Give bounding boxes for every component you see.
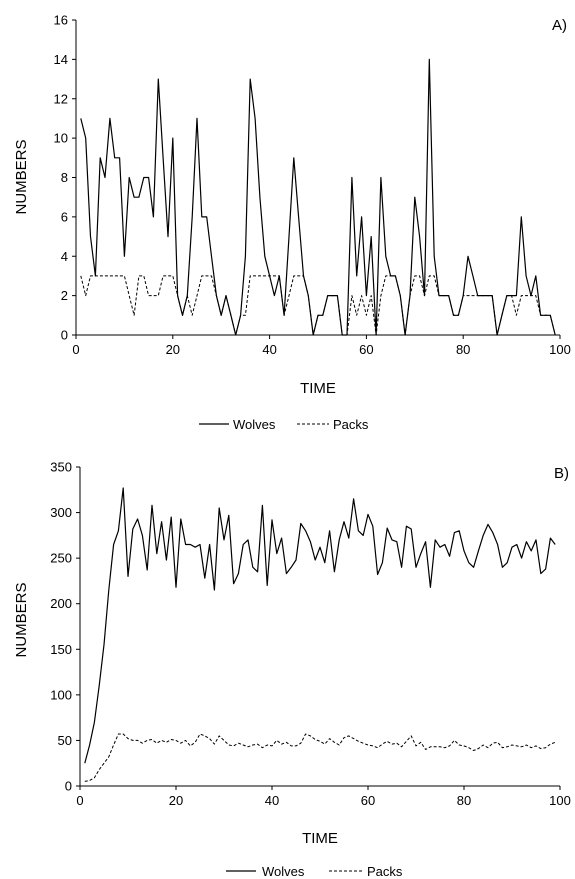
legend-packs-label: Packs (333, 417, 369, 432)
x-tick-label: 80 (457, 793, 471, 808)
x-tick-label: 60 (359, 342, 373, 357)
y-tick-label: 50 (58, 733, 72, 748)
legend-packs-label: Packs (367, 864, 403, 879)
panel-a-label: A) (552, 17, 567, 34)
y-tick-label: 350 (50, 460, 72, 475)
y-tick-label: 250 (50, 551, 72, 566)
panel-a-x-axis-title: TIME (300, 380, 336, 397)
y-tick-label: 10 (54, 131, 68, 146)
y-tick-label: 0 (61, 328, 68, 343)
y-tick-label: 200 (50, 596, 72, 611)
x-tick-label: 100 (549, 793, 571, 808)
series-line-wolves (84, 487, 556, 764)
series-line-wolves (80, 58, 556, 336)
panel-a-legend: Wolves Packs (199, 417, 369, 432)
y-tick-label: 12 (54, 91, 68, 106)
series-line-packs (84, 733, 556, 782)
legend-wolves-label: Wolves (262, 864, 305, 879)
y-tick-label: 0 (65, 779, 72, 794)
panel-b-y-axis-title: NUMBERS (13, 582, 30, 657)
x-tick-label: 20 (166, 342, 180, 357)
x-tick-label: 0 (72, 342, 79, 357)
panel-b-label: B) (554, 465, 569, 482)
panel-b: B) TIME NUMBERS Wolves Packs 0 50 100 150 20… (13, 460, 571, 879)
panel-a: A) TIME NUMBERS Wolves Packs 0 2 4 6 8 10 12 14… (13, 13, 571, 433)
x-tick-label: 40 (265, 793, 279, 808)
y-tick-label: 300 (50, 505, 72, 520)
y-tick-label: 6 (61, 209, 68, 224)
x-tick-label: 100 (549, 342, 571, 357)
y-tick-label: 4 (61, 249, 68, 264)
x-tick-label: 0 (76, 793, 83, 808)
x-tick-label: 60 (361, 793, 375, 808)
y-tick-label: 8 (61, 170, 68, 185)
x-tick-label: 40 (262, 342, 276, 357)
y-tick-label: 100 (50, 687, 72, 702)
y-tick-label: 150 (50, 642, 72, 657)
panel-a-y-axis-title: NUMBERS (13, 139, 30, 214)
y-tick-label: 16 (54, 13, 68, 28)
x-tick-label: 80 (456, 342, 470, 357)
panel-b-legend: Wolves Packs (226, 864, 403, 879)
panel-b-x-axis-title: TIME (302, 830, 338, 847)
series-line-packs (80, 275, 556, 336)
y-tick-label: 14 (54, 52, 68, 67)
y-tick-label: 2 (61, 288, 68, 303)
legend-wolves-label: Wolves (233, 417, 276, 432)
x-tick-label: 20 (169, 793, 183, 808)
